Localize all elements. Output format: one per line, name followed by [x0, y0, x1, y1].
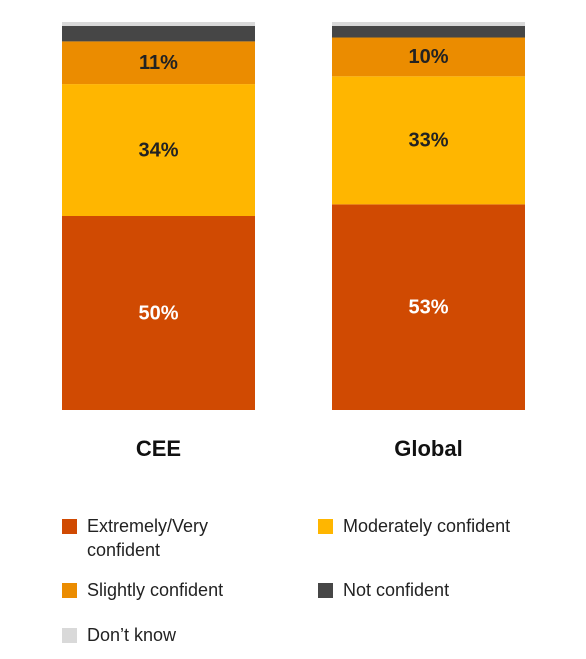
bar-segment — [332, 25, 525, 38]
bar-segment — [62, 41, 255, 85]
legend-item: Moderately confident — [318, 514, 573, 538]
bar-segment — [332, 76, 525, 205]
value-label: 50% — [138, 302, 178, 324]
legend-item: Don’t know — [62, 623, 247, 647]
category-label: Global — [394, 436, 462, 461]
legend-item: Extremely/Very confident — [62, 514, 247, 562]
bar-segment — [62, 25, 255, 42]
legend-label: Don’t know — [87, 625, 177, 645]
value-label: 10% — [408, 46, 448, 68]
legend-item: Not confident — [318, 578, 573, 602]
value-label: 34% — [138, 139, 178, 161]
category-label: CEE — [136, 436, 181, 461]
legend-label: Extremely/Very confident — [87, 516, 209, 560]
legend-swatch — [318, 519, 333, 534]
bar-segment — [62, 84, 255, 216]
legend-swatch — [62, 583, 77, 598]
bar-segment — [332, 22, 525, 26]
legend-label: Slightly confident — [87, 580, 224, 600]
bar-segment — [62, 22, 255, 26]
bar-segment — [62, 216, 255, 410]
value-label: 33% — [408, 130, 448, 152]
legend-label: Moderately confident — [343, 516, 511, 536]
bar-segment — [332, 37, 525, 77]
legend-swatch — [318, 583, 333, 598]
legend-swatch — [62, 628, 77, 643]
bar-segment — [332, 204, 525, 410]
legend-label: Not confident — [343, 580, 450, 600]
legend-swatch — [62, 519, 77, 534]
legend-item: Slightly confident — [62, 578, 247, 602]
value-label: 11% — [139, 52, 178, 74]
value-label: 53% — [408, 296, 448, 318]
